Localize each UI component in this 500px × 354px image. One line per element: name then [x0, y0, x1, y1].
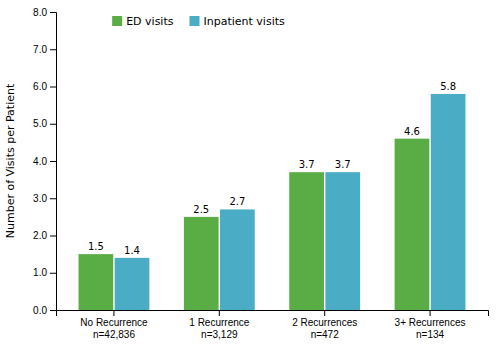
y-tick: 8.0	[33, 7, 56, 18]
data-label: 1.4	[124, 245, 140, 256]
x-tick-mark	[324, 310, 325, 316]
bar-series	[115, 94, 466, 310]
bar	[325, 172, 360, 310]
y-tick-mark	[50, 12, 56, 13]
bar-series	[79, 139, 430, 310]
y-tick: 7.0	[33, 44, 56, 55]
y-axis-line	[50, 13, 57, 311]
x-tick: 2 Recurrencesn=472	[292, 310, 357, 340]
x-tick-label-line: n=42,836	[93, 329, 135, 340]
y-tick: 4.0	[33, 156, 56, 167]
bar	[431, 94, 466, 310]
y-tick-mark	[50, 273, 56, 274]
x-tick-label-line: n=3,129	[201, 329, 238, 340]
legend-item: ED visits	[112, 15, 174, 28]
bar	[395, 139, 430, 310]
y-tick: 2.0	[33, 230, 56, 241]
x-axis: No Recurrencen=42,836 1 Recurrencen=3,129…	[57, 310, 489, 340]
data-label: 3.7	[299, 159, 315, 170]
x-tick-label-line: n=472	[311, 329, 340, 340]
x-tick-label: 3+ Recurrencesn=134	[395, 317, 466, 340]
y-tick-label: 5.0	[33, 118, 47, 129]
x-tick-mark	[219, 310, 220, 316]
legend-item: Inpatient visits	[189, 15, 285, 28]
y-tick-label: 6.0	[33, 81, 47, 92]
y-tick-label: 3.0	[33, 193, 47, 204]
x-tick-label-line: n=134	[416, 329, 445, 340]
chart: 0.0 1.0 2.0 3.0 4.0 5.0 6.0 7.0 8.0 No Recurrence…	[0, 0, 500, 354]
x-tick-label-line: 3+ Recurrences	[395, 317, 466, 328]
x-tick-label: 2 Recurrencesn=472	[292, 317, 357, 340]
y-tick: 0.0	[33, 305, 56, 316]
x-tick-label: 1 Recurrencen=3,129	[189, 317, 249, 340]
x-tick-label-line: No Recurrence	[80, 317, 148, 328]
x-tick: No Recurrencen=42,836	[80, 310, 148, 340]
x-tick-mark	[430, 310, 431, 316]
y-tick-label: 1.0	[33, 267, 47, 278]
data-label: 1.5	[88, 241, 104, 252]
y-tick-mark	[50, 124, 56, 125]
x-tick-label: No Recurrencen=42,836	[80, 317, 148, 340]
data-label: 3.7	[335, 159, 351, 170]
y-tick-mark	[50, 198, 56, 199]
y-tick-label: 4.0	[33, 156, 47, 167]
data-labels: 1.5 2.5 3.7 4.6 1.4 2.7 3.7 5.8	[88, 81, 456, 256]
bar	[115, 258, 150, 310]
legend-swatch	[112, 16, 122, 26]
plot: 0.0 1.0 2.0 3.0 4.0 5.0 6.0 7.0 8.0 No Recurrence…	[4, 7, 489, 340]
legend-label: Inpatient visits	[203, 15, 285, 28]
y-tick: 1.0	[33, 267, 56, 278]
bar	[220, 209, 255, 310]
legend-swatch	[189, 16, 199, 26]
y-tick-label: 0.0	[33, 305, 47, 316]
y-tick-mark	[50, 310, 56, 311]
x-tick-mark	[113, 310, 114, 316]
x-tick: 3+ Recurrencesn=134	[395, 310, 466, 340]
x-tick-label-line: 2 Recurrences	[292, 317, 357, 328]
bar	[289, 172, 324, 310]
bar	[79, 254, 114, 310]
y-tick-mark	[50, 49, 56, 50]
data-label: 5.8	[440, 81, 456, 92]
y-tick-mark	[50, 87, 56, 88]
x-tick-label-line: 1 Recurrence	[189, 317, 249, 328]
y-tick-mark	[50, 161, 56, 162]
y-axis: 0.0 1.0 2.0 3.0 4.0 5.0 6.0 7.0 8.0	[33, 7, 56, 316]
y-axis-title: Number of Visits per Patient	[4, 83, 17, 238]
data-label: 4.6	[404, 126, 420, 137]
legend: ED visits Inpatient visits	[112, 15, 285, 28]
y-tick: 5.0	[33, 118, 56, 129]
y-tick-label: 7.0	[33, 44, 47, 55]
legend-label: ED visits	[126, 15, 174, 28]
x-axis-line	[57, 311, 489, 317]
y-tick: 3.0	[33, 193, 56, 204]
data-label: 2.5	[193, 204, 209, 215]
bars	[79, 94, 466, 310]
bar	[184, 217, 219, 310]
y-tick: 6.0	[33, 81, 56, 92]
x-tick: 1 Recurrencen=3,129	[189, 310, 249, 340]
data-label: 2.7	[229, 196, 245, 207]
y-tick-label: 2.0	[33, 230, 47, 241]
y-tick-mark	[50, 236, 56, 237]
y-tick-label: 8.0	[33, 7, 47, 18]
